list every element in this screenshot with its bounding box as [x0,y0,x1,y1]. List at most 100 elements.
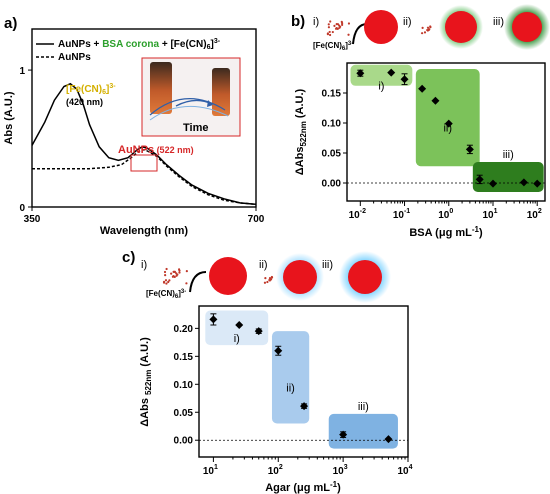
panel-b-ticks: 10-2 10-1 100 101 102 0.00 0.05 0.10 0.15 [322,89,542,222]
ferricyanide-dot [173,270,176,273]
ferricyanide-dot [426,26,430,29]
c-data-point [254,327,263,336]
panel-c-ticks: 101 102 103 104 0.00 0.05 0.10 0.15 0.20 [174,324,413,477]
b-y-tick-label-1: 0.05 [322,149,342,160]
b-data-point [387,68,396,77]
panel-b-groups: i) ii) iii) [350,64,544,192]
ferricyanide-dot [341,23,344,26]
b-data-point [488,179,497,188]
b-data-point [519,178,528,187]
panel-a-legend: AuNPs + BSA corona + [Fe(CN)6]3- AuNPs [36,38,221,63]
b-data-point [465,145,474,154]
inset-curve-2 [149,106,229,121]
c-nanoparticle-i [209,257,247,295]
panel-b-frame [346,62,546,202]
c-data-point [274,346,283,355]
ferricyanide-dot [175,274,178,277]
b-data-point [418,84,427,93]
c-group-label-1: i) [234,333,240,345]
panel-c-header: i) [Fe(CN)6]3- ii) iii) [141,251,391,303]
c-x-tick-label-0: 101 [203,464,218,477]
ferricyanide-dot [164,279,168,282]
panel-b: b) i) [Fe(CN)6]3- ii) iii) i) ii) iii) 10-… [291,4,550,239]
c-data-point [209,315,218,324]
b-y-tick-label-2: 0.10 [322,119,342,130]
x-tick-label-0: 350 [24,214,41,225]
ferricyanide-dot [338,24,341,27]
inset-curve-1 [149,98,226,116]
c-header-label-iii: iii) [322,259,333,271]
c-nanoparticle-iii [348,260,382,294]
b-group-box-1 [350,64,413,86]
c-x-tick-label-2: 103 [333,464,348,477]
panel-c-ylabel: ΔAbs 522nm (A.U.) [139,337,153,427]
c-y-tick-label-2: 0.10 [174,380,194,391]
ferricyanide-dot [167,280,170,284]
ferricyanide-dot [331,30,334,34]
ferricyanide-dot [185,270,188,273]
b-data-point [533,179,542,188]
vial-before [150,62,172,114]
b-group-box-2 [415,69,480,167]
ferricyanide-dot [423,31,427,34]
b-header-fecn: [Fe(CN)6]3- [313,41,353,52]
ferricyanide-dot [328,33,332,37]
ferricyanide-dot [268,278,271,282]
panel-b-points [356,68,542,188]
c-y-tick-label-1: 0.05 [174,408,194,419]
ferricyanide-dot [334,27,338,30]
ferricyanide-dot [170,272,173,275]
panel-a-ylabel: Abs (A.U.) [3,91,15,145]
c-ferricyanide-dots-ii [263,275,274,284]
y-tick-label-0: 0 [19,203,25,214]
c-header-label-i: i) [141,259,147,271]
inset-arrowhead [207,100,213,107]
panel-a-lines [31,82,257,206]
c-x-tick-label-1: 102 [268,464,283,477]
b-data-point [444,119,453,128]
b-ferricyanide-dots [326,20,351,37]
ferricyanide-dot [268,276,272,280]
ferricyanide-dot [263,281,267,284]
ferricyanide-dot [426,28,429,32]
c-y-tick-label-3: 0.15 [174,352,194,363]
ferricyanide-dot [347,22,351,25]
annotation-aunp: AuNPs (522 nm) [118,144,194,156]
ferricyanide-dot [162,281,166,284]
b-nanoparticle-i [364,10,398,44]
ferricyanide-dot [185,282,188,285]
c-y-tick-label-4: 0.20 [174,324,194,335]
inset-time-label: Time [183,122,208,134]
panel-b-header: i) [Fe(CN)6]3- ii) iii) [313,4,550,52]
series-line-0 [31,82,257,206]
c-x-tick-label-3: 104 [397,464,412,477]
c-data-point [300,402,309,411]
x-tick-label-1: 700 [248,214,265,225]
ferricyanide-dot [270,276,274,279]
c-data-point [339,430,348,439]
ferricyanide-dot [163,270,167,274]
b-nanoparticle-iii [512,12,542,42]
ferricyanide-dot [326,33,330,36]
ferricyanide-dot [420,32,424,35]
b-x-tick-label-0: 10-2 [349,208,366,221]
panel-b-ylabel: ΔAbs522nm (A.U.) [294,88,308,175]
panel-a: a) 350 700 0 1 AuNPs + BSA corona + [Fe(CN)… [3,15,265,237]
panel-c-frame [198,305,409,458]
ferricyanide-dot [329,20,332,23]
ferricyanide-dot [165,267,168,271]
c-group-label-3: iii) [358,401,369,413]
y-tick-label-1: 1 [19,66,25,77]
ferricyanide-dot [266,280,269,284]
ferricyanide-dot [175,272,178,275]
legend-series-0: AuNPs + BSA corona + [Fe(CN)6]3- [58,38,221,51]
c-y-tick-label-0: 0.00 [174,436,194,447]
b-y-tick-label-0: 0.00 [322,179,342,190]
panel-a-frame [31,28,257,208]
panel-c-xlabel: Agar (μg mL-1) [265,480,341,494]
c-data-point [235,321,244,330]
ferricyanide-dot [264,277,267,280]
panel-c: c) i) [Fe(CN)6]3- ii) iii) i) ii) iii) 101… [122,249,413,494]
ferricyanide-dot [171,275,175,278]
